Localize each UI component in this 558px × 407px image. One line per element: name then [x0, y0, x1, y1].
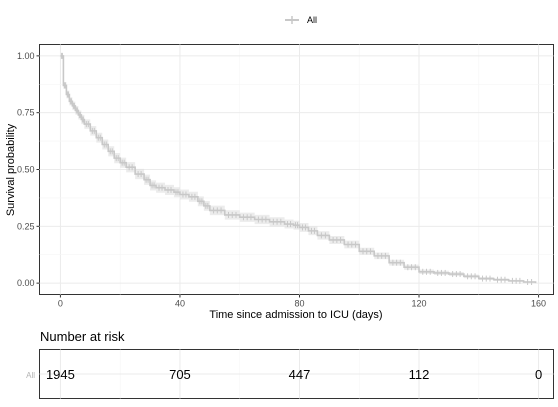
x-tick-label: 40 [175, 299, 185, 309]
y-tick-label: 0.75 [17, 108, 35, 118]
x-axis-ticks: 0 40 80 120 160 [58, 295, 546, 309]
x-tick-label: 120 [412, 299, 427, 309]
risk-count-t160: 0 [535, 367, 542, 382]
x-axis-title: Time since admission to ICU (days) [209, 309, 382, 321]
risk-table: Number at risk All 1945 705 447 112 0 [26, 329, 553, 399]
risk-count-t0: 1945 [46, 367, 75, 382]
risk-count-t120: 112 [409, 367, 430, 382]
risk-count-t80: 447 [289, 367, 311, 382]
y-tick-label: 1.00 [17, 51, 35, 61]
risk-table-strata-label: All [26, 371, 35, 380]
x-tick-label: 160 [531, 299, 546, 309]
legend-label-all: All [307, 15, 317, 25]
y-tick-label: 0.50 [17, 165, 35, 175]
x-tick-label: 80 [294, 299, 304, 309]
y-tick-label: 0.00 [17, 278, 35, 288]
legend: All [285, 15, 317, 25]
y-tick-label: 0.25 [17, 221, 35, 231]
y-axis-title: Survival probability [5, 123, 17, 216]
x-tick-label: 0 [58, 299, 63, 309]
y-axis-ticks: 0.00 0.25 0.50 0.75 1.00 [17, 51, 40, 288]
risk-count-t40: 705 [169, 367, 191, 382]
survival-plot: 0 40 80 120 160 0.00 0.25 0.50 0.75 1.00 [17, 45, 554, 309]
risk-table-title: Number at risk [40, 329, 125, 344]
